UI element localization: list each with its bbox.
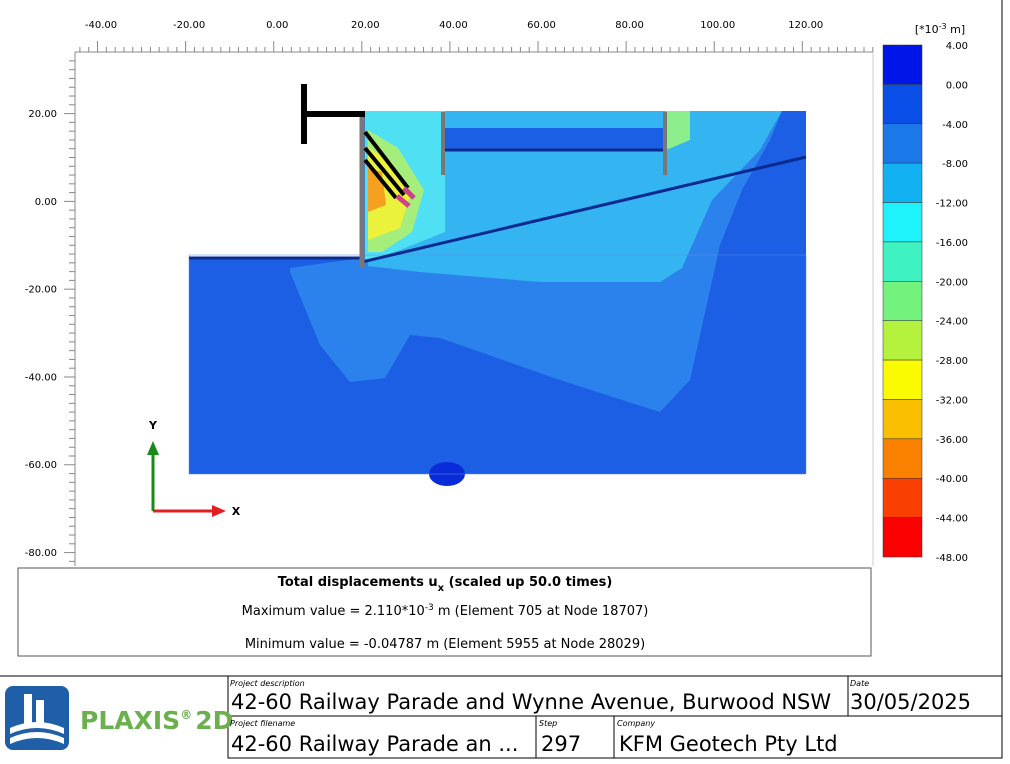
y-tick-label: -40.00 — [25, 372, 57, 383]
field-value: 42-60 Railway Parade and Wynne Avenue, B… — [231, 690, 831, 714]
interface-line — [361, 155, 807, 264]
x-tick-label: 80.00 — [615, 20, 644, 31]
grout — [402, 186, 416, 200]
slab — [445, 128, 665, 150]
info-max: Maximum value = 2.110*10-3 m (Element 70… — [242, 603, 649, 619]
anchor — [363, 158, 398, 200]
legend-label: -32.00 — [936, 395, 968, 406]
legend-band — [882, 320, 923, 361]
legend-label: -20.00 — [936, 277, 968, 288]
model — [188, 84, 807, 486]
excavated-zone — [189, 111, 361, 257]
logo-bar — [36, 700, 44, 724]
y-arrow-head — [147, 441, 159, 455]
legend-label: 0.00 — [946, 80, 968, 91]
title-sub: x — [438, 583, 445, 594]
x-arrow-head — [212, 505, 226, 517]
legend-label: -40.00 — [936, 474, 968, 485]
anchor — [363, 130, 410, 190]
x-tick-label: 0.00 — [266, 20, 288, 31]
legend-band — [882, 281, 923, 321]
info-title: Total displacements ux (scaled up 50.0 t… — [278, 575, 613, 594]
max-exponent: -3 — [425, 603, 434, 613]
legend-band — [882, 477, 923, 518]
field-label: Project filename — [230, 719, 295, 728]
legend-label: -12.00 — [936, 199, 968, 210]
y-tick-label: 20.00 — [28, 109, 57, 120]
field-value: 42-60 Railway Parade an ... — [231, 732, 518, 756]
logo-mark: ® — [180, 708, 192, 722]
field-value: 30/05/2025 — [850, 690, 971, 714]
field-label: Date — [850, 679, 869, 688]
legend-label: -24.00 — [936, 317, 968, 328]
legend-band — [882, 399, 923, 440]
field-value: KFM Geotech Pty Ltd — [619, 732, 838, 756]
x-tick-label: 100.00 — [700, 20, 735, 31]
legend-label: -28.00 — [936, 356, 968, 367]
field-label: Project description — [230, 679, 305, 688]
field-label: Step — [539, 719, 557, 728]
ruler-ticks — [64, 41, 874, 562]
x-tick-label: 120.00 — [788, 20, 823, 31]
y-tick-label: 0.00 — [35, 197, 57, 208]
legend-label: -16.00 — [936, 238, 968, 249]
field-label: Company — [617, 719, 655, 728]
legend-band — [882, 123, 923, 164]
title-main: Total displacements u — [278, 575, 438, 590]
y-axis-label: Y — [148, 419, 158, 432]
contour-right-wall — [666, 111, 690, 150]
legend-unit: [*10-3 m] — [915, 22, 965, 36]
logo-product: 2D — [195, 706, 233, 735]
logo-wave — [10, 732, 64, 744]
x-axis-label: X — [232, 505, 241, 518]
footer-table — [227, 675, 1003, 759]
max-prefix: Maximum value = 2.110*10 — [242, 604, 425, 619]
legend-band — [882, 517, 923, 558]
legend-label: -44.00 — [936, 514, 968, 525]
legend-band — [882, 84, 923, 125]
contour-light — [365, 111, 782, 282]
info-box — [17, 567, 872, 657]
legend-band — [882, 241, 923, 282]
x-tick-label: -40.00 — [85, 20, 117, 31]
x-tick-label: 60.00 — [527, 20, 556, 31]
x-tick-label: 20.00 — [351, 20, 380, 31]
legend-label: -48.00 — [936, 553, 968, 564]
legend-band — [882, 438, 923, 479]
logo-name: PLAXIS — [80, 706, 180, 735]
legend-label: -36.00 — [936, 435, 968, 446]
legend-label: 4.00 — [946, 41, 968, 52]
anchor — [363, 146, 406, 197]
legend-band — [882, 359, 923, 400]
grout — [395, 194, 411, 208]
title-rest: (scaled up 50.0 times) — [444, 575, 612, 590]
x-tick-label: -20.00 — [173, 20, 205, 31]
unit-suffix: m] — [947, 23, 966, 36]
legend-band — [882, 162, 923, 203]
x-tick-label: 40.00 — [439, 20, 468, 31]
y-tick-label: -20.00 — [25, 285, 57, 296]
legend-label: -4.00 — [942, 120, 968, 131]
logo-wave — [10, 722, 64, 734]
info-min: Minimum value = -0.04787 m (Element 5955… — [245, 637, 645, 652]
footer: PLAXIS® 2D Project description 42-60 Rail… — [0, 675, 1003, 759]
field-value: 297 — [541, 732, 581, 756]
max-suffix: m (Element 705 at Node 18707) — [434, 604, 649, 619]
y-tick-label: -80.00 — [25, 548, 57, 559]
legend-band — [882, 44, 923, 85]
unit-exponent: -3 — [939, 22, 947, 31]
mesh-outline — [188, 254, 807, 475]
unit-prefix: [*10 — [915, 23, 939, 36]
legend-band — [882, 202, 923, 243]
logo-text: PLAXIS® 2D — [80, 706, 233, 735]
y-tick-label: -60.00 — [25, 460, 57, 471]
legend: 4.00 0.00 -4.00 -8.00 -12.00 -16.00 -20.00 -24.… — [882, 41, 968, 564]
logo-bar — [24, 694, 32, 724]
legend-label: -8.00 — [942, 159, 968, 170]
